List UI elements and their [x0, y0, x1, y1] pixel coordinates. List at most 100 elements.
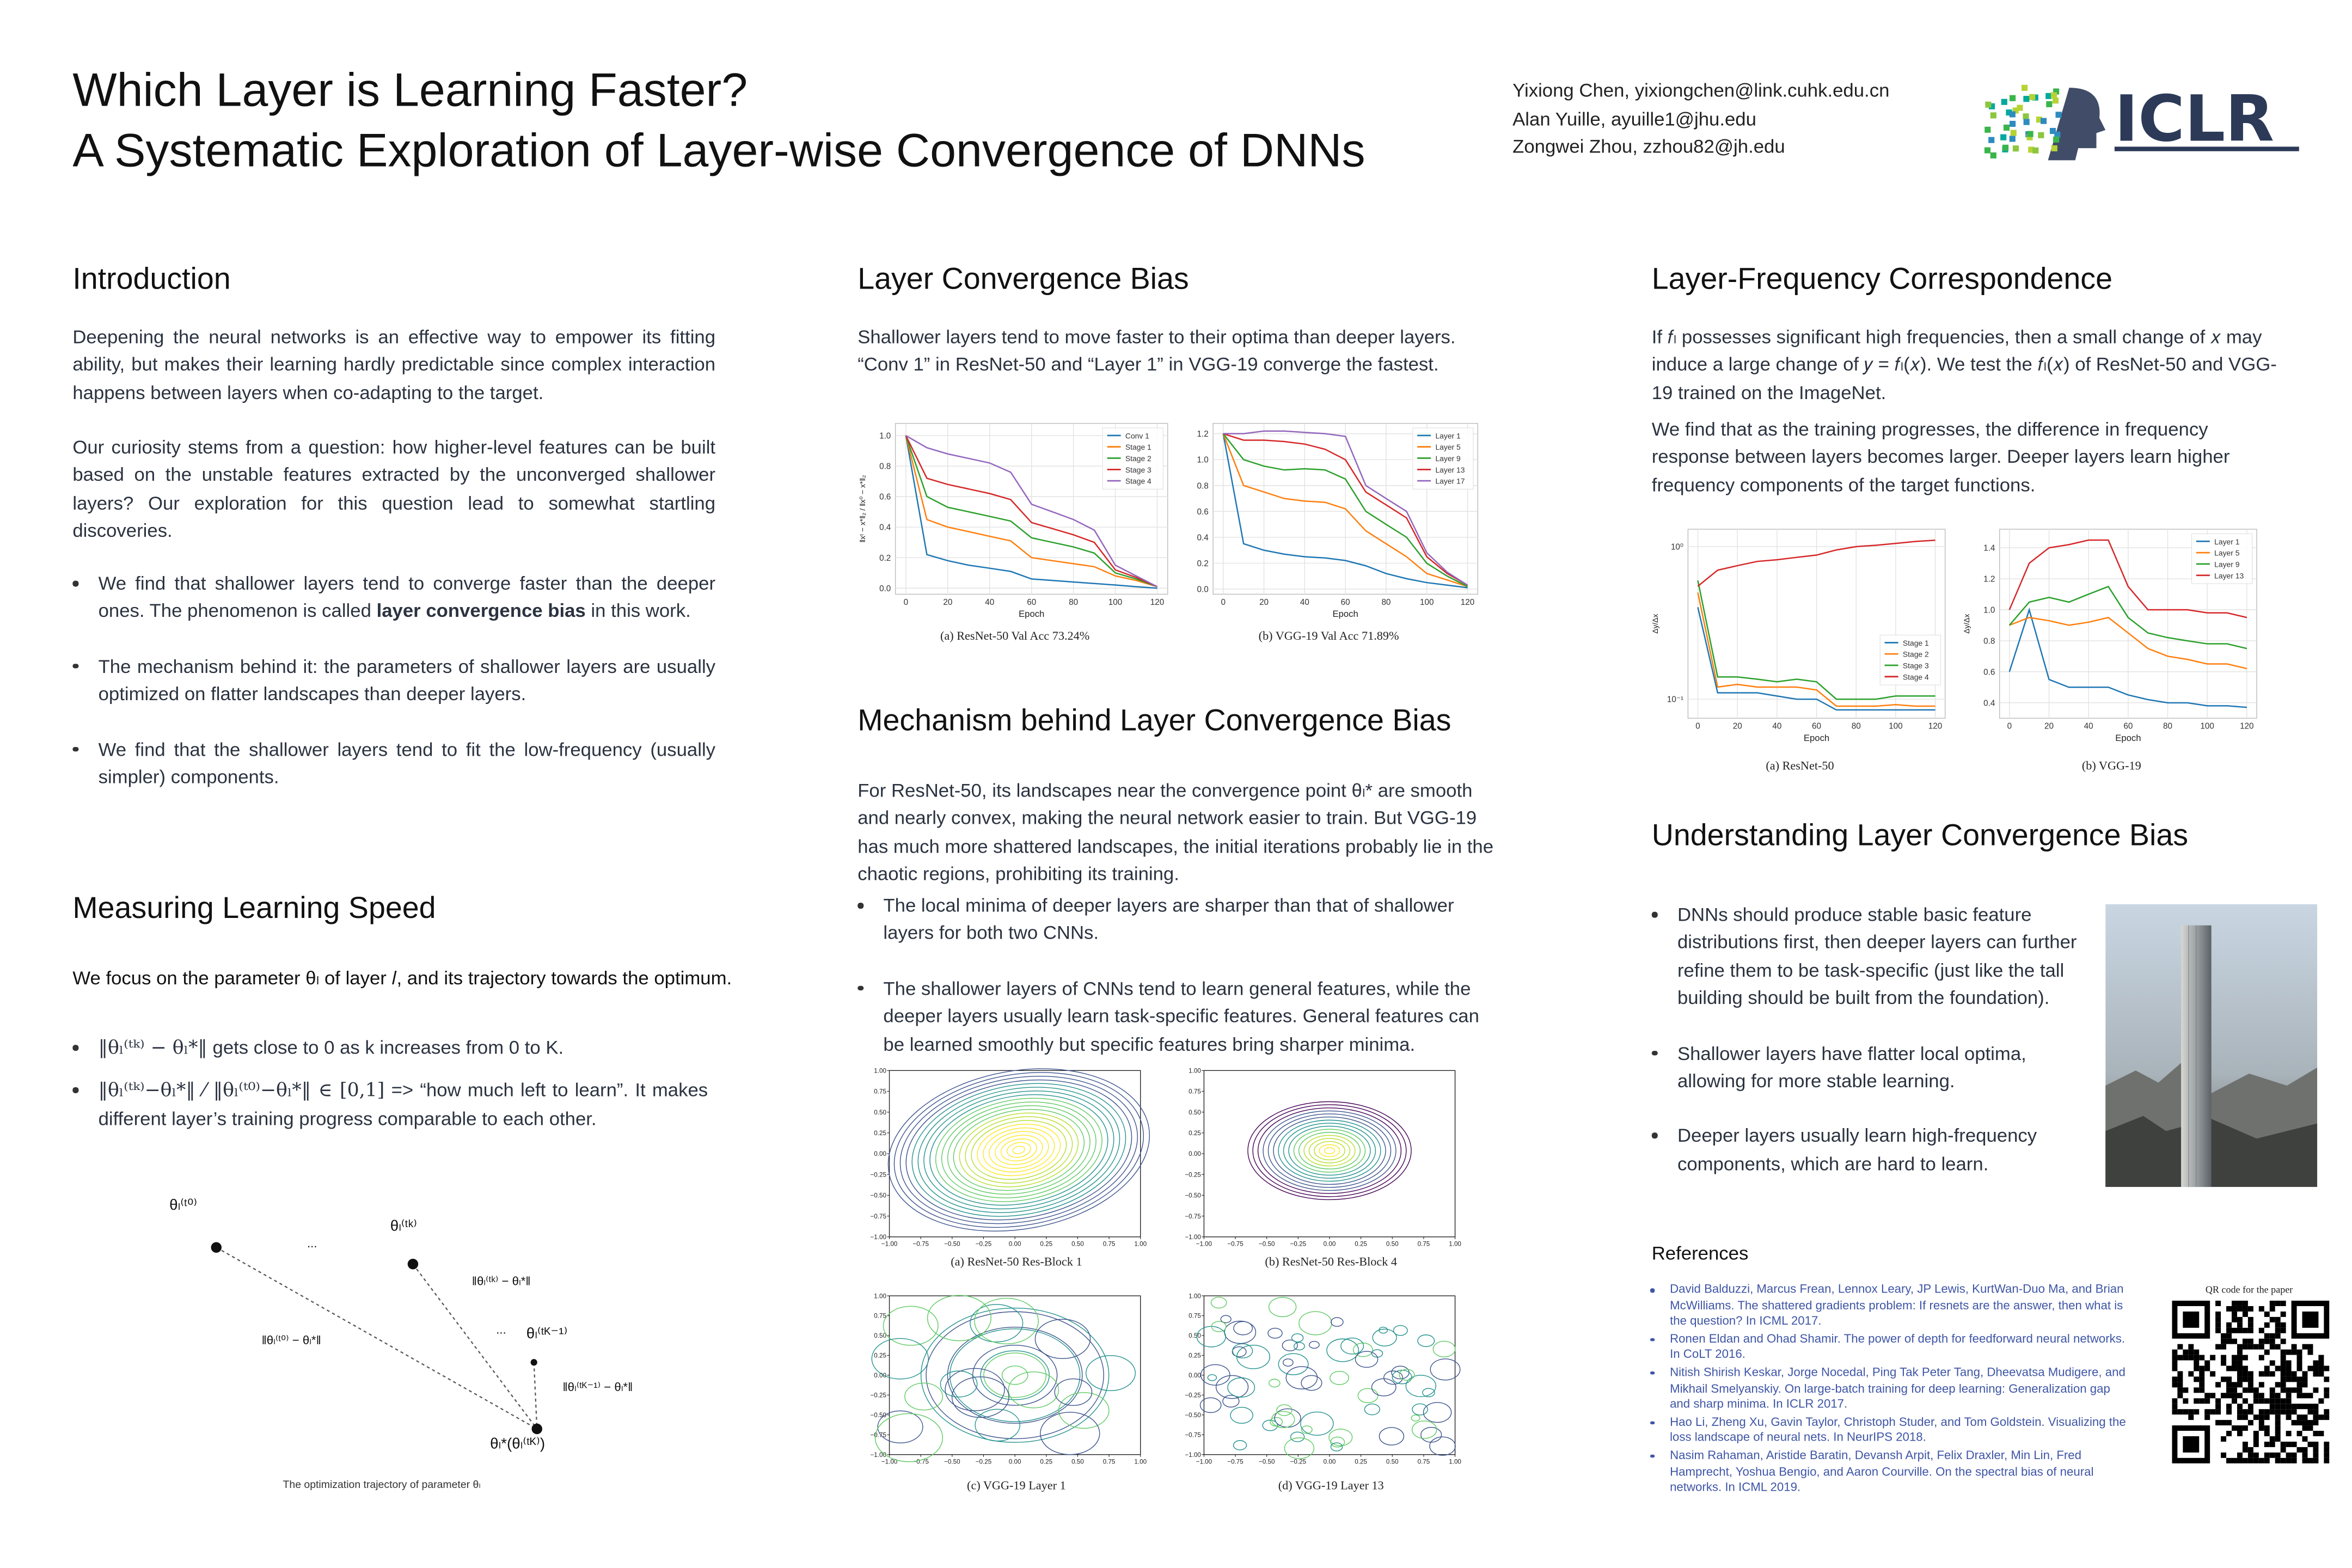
contour	[911, 1083, 1126, 1217]
qr-module	[2269, 1452, 2275, 1458]
qr-module	[2232, 1425, 2237, 1431]
qr-module	[2242, 1414, 2248, 1420]
qr-module	[2177, 1393, 2183, 1399]
y-tick-label: 0.6	[1197, 507, 1208, 517]
contour	[1058, 1392, 1110, 1429]
x-tick-label: −0.25	[976, 1458, 992, 1465]
x-tick-label: 100	[1889, 722, 1902, 731]
y-tick-label: 0.8	[879, 462, 891, 471]
series-line	[1222, 433, 1468, 589]
qr-module	[2280, 1376, 2286, 1382]
contour	[971, 1120, 1067, 1180]
text: We find that shallower layers tend to co…	[98, 573, 716, 622]
qr-module	[2291, 1441, 2297, 1447]
contour	[1290, 1431, 1305, 1442]
x-tick-label: 0.75	[1103, 1240, 1116, 1247]
series-line	[1697, 607, 1935, 711]
x-tick-label: −0.75	[1227, 1240, 1244, 1247]
contour	[1263, 1110, 1396, 1191]
qr-module	[2275, 1414, 2281, 1420]
qr-module	[2275, 1425, 2281, 1431]
contour	[974, 1297, 1039, 1345]
contour	[1000, 1138, 1037, 1162]
contour	[1086, 1355, 1136, 1391]
qr-module	[2253, 1452, 2259, 1458]
qr-module	[2172, 1355, 2178, 1361]
qr-module	[2280, 1349, 2286, 1355]
contour	[1300, 1411, 1334, 1436]
title: A Systematic Exploration of Layer-wise C…	[72, 124, 1365, 177]
qr-module	[2232, 1398, 2237, 1404]
qr-module	[2275, 1327, 2281, 1333]
contour	[975, 1408, 1020, 1442]
logo-pixel	[1984, 147, 1991, 154]
contour	[1262, 1419, 1278, 1431]
contour	[1326, 1338, 1359, 1362]
contour	[1252, 1104, 1407, 1197]
qr-finder	[2302, 1311, 2319, 1328]
qr-module	[2237, 1316, 2243, 1322]
qr-module	[2215, 1316, 2221, 1322]
series-line	[905, 435, 1158, 587]
qr-module	[2280, 1322, 2286, 1328]
qr-module	[2242, 1327, 2248, 1333]
qr-module	[2247, 1457, 2253, 1463]
qr-module	[2258, 1457, 2264, 1463]
qr-module	[2177, 1344, 2183, 1350]
qr-module	[2188, 1355, 2194, 1361]
qr-module	[2242, 1365, 2248, 1371]
qr-module	[2247, 1382, 2253, 1388]
x-tick-label: 1.00	[1449, 1240, 1461, 1247]
qr-module	[2237, 1376, 2243, 1382]
qr-module	[2237, 1371, 2243, 1377]
x-tick-label: 0.25	[1355, 1240, 1367, 1247]
y-tick-label: −1.00	[1185, 1451, 1201, 1459]
qr-module	[2226, 1420, 2232, 1426]
contour	[1269, 1379, 1281, 1388]
y-tick-label: 0.25	[874, 1130, 886, 1137]
qr-module	[2247, 1371, 2253, 1377]
legend-label: Layer 9	[1435, 454, 1461, 463]
qr-module	[2215, 1409, 2221, 1415]
qr-module	[2318, 1371, 2324, 1377]
y-tick-label: −0.25	[1185, 1392, 1201, 1399]
x-tick-label: 0.50	[1071, 1240, 1084, 1247]
qr-finder	[2172, 1425, 2210, 1463]
qr-module	[2194, 1387, 2200, 1393]
y-tick-label: 0.2	[1197, 559, 1208, 568]
bullet: The shallower layers of CNNs tend to lea…	[857, 975, 1493, 1058]
qr-module	[2258, 1398, 2264, 1404]
qr-module	[2226, 1322, 2232, 1328]
qr-code	[2172, 1301, 2330, 1463]
contour	[871, 1338, 929, 1380]
qr-module	[2302, 1452, 2308, 1458]
contour	[927, 1295, 991, 1342]
logo-pixel	[2051, 145, 2057, 152]
qr-module	[2313, 1457, 2319, 1463]
contour	[1276, 1404, 1293, 1416]
qr-module	[2242, 1409, 2248, 1415]
qr-module	[2313, 1360, 2319, 1366]
qr-module	[2264, 1398, 2270, 1404]
contour	[1285, 1366, 1318, 1389]
qr-module	[2237, 1327, 2243, 1333]
contour	[1284, 1437, 1315, 1459]
paragraph: We focus on the parameter θₗ of layer 𝑙,…	[72, 967, 732, 989]
y-tick-label: −1.00	[870, 1234, 886, 1241]
contour	[929, 1094, 1108, 1206]
section-heading: Mechanism behind Layer Convergence Bias	[857, 705, 1451, 738]
line-chart: 0 20 40 60 80 100 120 0.4 0.6 0.8 1.0 1.2 1.4 Layer 1…	[1962, 529, 2257, 743]
qr-module	[2258, 1420, 2264, 1426]
label: θₗ⁽ᵗᵏ⁾	[390, 1217, 417, 1234]
contour	[1293, 1129, 1366, 1173]
qr-module	[2177, 1387, 2183, 1393]
qr-module	[2221, 1360, 2227, 1366]
y-tick-label: 0.4	[1983, 699, 1995, 708]
qr-module	[2296, 1447, 2302, 1453]
qr-module	[2318, 1431, 2324, 1436]
qr-module	[2313, 1441, 2319, 1447]
qr-module	[2242, 1355, 2248, 1361]
point	[407, 1259, 419, 1270]
y-tick-label: −0.50	[1185, 1412, 1201, 1419]
contour	[893, 1072, 1144, 1228]
